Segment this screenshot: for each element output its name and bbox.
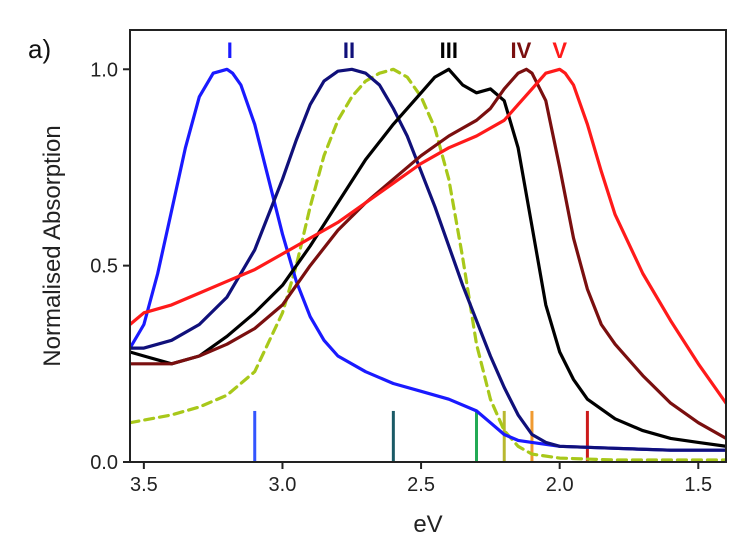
series-line-v (130, 67, 726, 405)
series-line-iii (130, 67, 726, 448)
series-line-i (130, 67, 726, 452)
peak-label-iv: IV (510, 38, 531, 63)
x-tick-label: 1.5 (684, 474, 712, 496)
x-tick-label: 3.5 (130, 474, 158, 496)
series-line-iv (130, 67, 726, 440)
series-line-ii (130, 67, 726, 452)
y-tick-label: 0.0 (90, 452, 118, 474)
peak-label-v: V (552, 38, 567, 63)
x-tick-label: 2.5 (407, 474, 435, 496)
peak-label-i: I (227, 38, 233, 63)
y-axis-label: Normalised Absorption (39, 125, 66, 366)
series-line-reference (130, 67, 726, 462)
panel-label: a) (28, 34, 51, 64)
peak-label-iii: III (440, 38, 458, 63)
x-tick-label: 2.0 (546, 474, 574, 496)
x-tick-label: 3.0 (269, 474, 297, 496)
y-tick-label: 0.5 (90, 256, 118, 278)
peak-label-ii: II (343, 38, 355, 63)
x-axis-label: eV (413, 511, 442, 538)
plot-frame (129, 29, 727, 463)
y-tick-label: 1.0 (90, 59, 118, 81)
